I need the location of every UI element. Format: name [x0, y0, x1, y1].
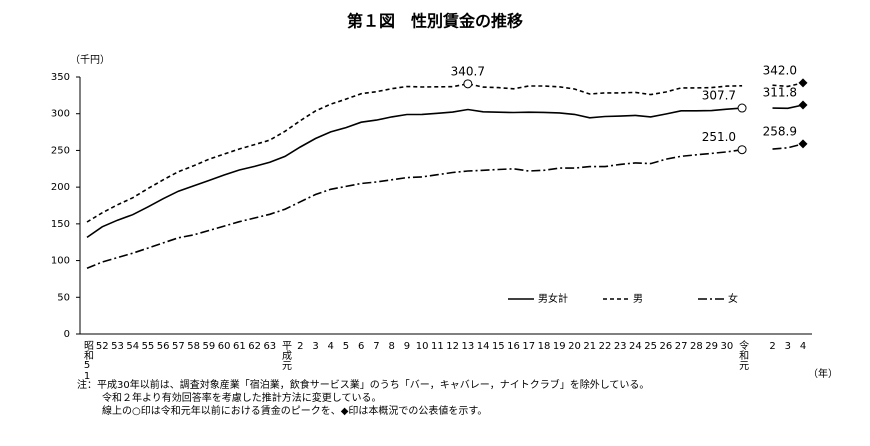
- y-tick-label: 50: [57, 292, 70, 303]
- y-tick-label: 250: [51, 145, 70, 156]
- y-tick-label: 0: [64, 329, 70, 340]
- peak-marker: [737, 145, 747, 155]
- x-tick-label: 3: [312, 341, 318, 352]
- data-label: 311.8: [763, 86, 797, 100]
- x-tick-label: 30: [720, 341, 733, 352]
- published-marker: [798, 100, 808, 110]
- x-tick-label: 14: [477, 341, 490, 352]
- x-tick-label: 18: [538, 341, 551, 352]
- x-tick-label: 24: [629, 341, 642, 352]
- published-marker: [798, 78, 808, 88]
- legend-label: 男: [633, 293, 643, 305]
- x-tick-label: 60: [218, 341, 231, 352]
- x-tick-label: 22: [599, 341, 612, 352]
- y-tick-label: 150: [51, 219, 70, 230]
- x-tick-label: 29: [705, 341, 718, 352]
- y-tick-label: 350: [51, 72, 70, 83]
- legend-label: 男女計: [538, 292, 568, 305]
- x-tick-label: 63: [263, 341, 276, 352]
- x-tick-label: 56: [157, 341, 170, 352]
- note: 令和２年より有効回答率を考慮した推計方法に変更している。: [102, 391, 382, 404]
- note: 注：平成30年以前は、調査対象産業「宿泊業，飲食サービス業」のうち「バー，キャバ…: [77, 378, 649, 391]
- x-tick-label: 11: [431, 341, 444, 352]
- x-tick-label: 13: [461, 341, 474, 352]
- x-tick-label: 4: [328, 341, 334, 352]
- x-tick-label: 2: [769, 341, 775, 352]
- chart-title: 第１図 性別賃金の推移: [347, 12, 523, 31]
- x-tick-label: 58: [187, 341, 200, 352]
- y-tick-label: 100: [51, 256, 70, 267]
- x-tick-label: 2: [297, 341, 303, 352]
- x-tick-label: 55: [142, 341, 155, 352]
- x-tick-label: 昭和51: [82, 340, 94, 382]
- data-label: 340.7: [451, 64, 485, 78]
- peak-marker: [737, 103, 747, 113]
- x-tick-label: 21: [583, 341, 596, 352]
- data-label: 342.0: [763, 63, 797, 77]
- x-tick-label: 57: [172, 341, 185, 352]
- x-tick-label: 令和元: [737, 339, 749, 370]
- x-tick-label: 10: [416, 341, 429, 352]
- series-line: [86, 82, 804, 223]
- x-tick-label: 26: [660, 341, 673, 352]
- x-tick-label: 62: [248, 341, 261, 352]
- x-tick-label: 17: [522, 341, 535, 352]
- x-tick-label: 12: [446, 341, 459, 352]
- data-label: 258.9: [763, 124, 797, 138]
- x-tick-label: 52: [96, 341, 109, 352]
- x-tick-label: 7: [373, 341, 379, 352]
- x-tick-label: 3: [785, 341, 791, 352]
- x-tick-label: 25: [644, 341, 657, 352]
- legend-label: 女: [728, 292, 738, 305]
- x-tick-label: 9: [404, 341, 410, 352]
- x-tick-label: 4: [800, 341, 806, 352]
- x-unit: （年）: [808, 367, 838, 380]
- note: 線上の○印は令和元年以前における賃金のピークを、◆印は本概況での公表値を示す。: [102, 404, 487, 417]
- x-tick-label: 5: [343, 341, 349, 352]
- published-marker: [798, 139, 808, 149]
- x-tick-label: 23: [614, 341, 627, 352]
- x-tick-label: 16: [507, 341, 520, 352]
- data-label: 251.0: [702, 130, 736, 144]
- peak-marker: [463, 79, 473, 89]
- series-line: [86, 104, 804, 239]
- y-tick-label: 200: [51, 182, 70, 193]
- x-tick-label: 28: [690, 341, 703, 352]
- x-tick-label: 53: [111, 341, 124, 352]
- series-line: [86, 143, 804, 270]
- y-unit: （千円）: [70, 54, 110, 66]
- x-tick-label: 15: [492, 341, 505, 352]
- x-tick-label: 59: [203, 341, 216, 352]
- x-tick-label: 6: [358, 341, 364, 352]
- x-tick-label: 27: [675, 341, 688, 352]
- x-tick-label: 19: [553, 341, 566, 352]
- x-tick-label: 20: [568, 341, 581, 352]
- x-tick-label: 54: [126, 341, 139, 352]
- x-tick-label: 平成元: [280, 340, 292, 370]
- y-tick-label: 300: [51, 109, 70, 120]
- data-label: 307.7: [702, 89, 736, 103]
- x-tick-label: 61: [233, 341, 246, 352]
- x-tick-label: 8: [388, 341, 394, 352]
